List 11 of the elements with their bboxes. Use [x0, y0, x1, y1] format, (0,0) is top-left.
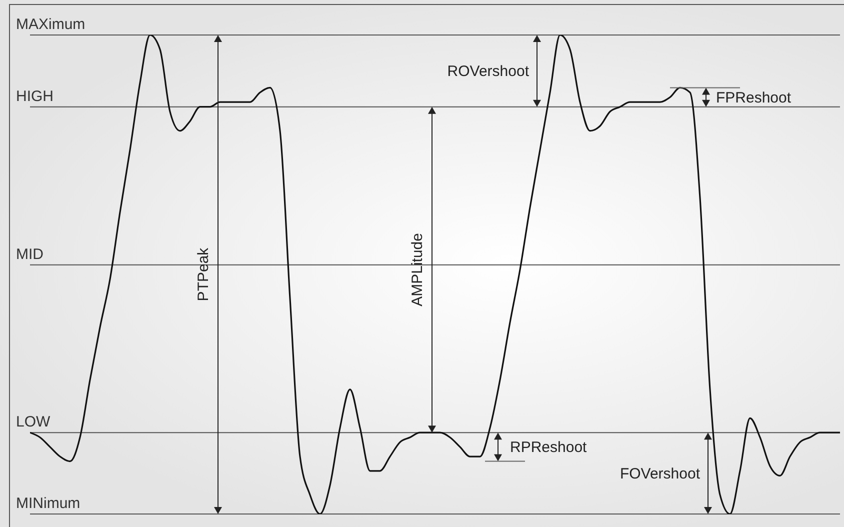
ref-line-label: MINimum	[16, 495, 80, 512]
annotation: ROVershoot	[447, 62, 530, 80]
annotation: AMPLitude	[409, 233, 426, 306]
annotation: RPReshoot	[510, 438, 588, 456]
annotation: PTPeak	[195, 247, 212, 302]
ref-line-label: LOW	[16, 414, 52, 431]
ref-line-label: MAXimum	[16, 16, 86, 33]
annotation: FOVershoot	[620, 465, 701, 482]
ref-line-label: MID	[16, 246, 44, 263]
ref-line-label: HIGH	[16, 88, 54, 105]
annotation: FPReshoot	[716, 89, 792, 106]
